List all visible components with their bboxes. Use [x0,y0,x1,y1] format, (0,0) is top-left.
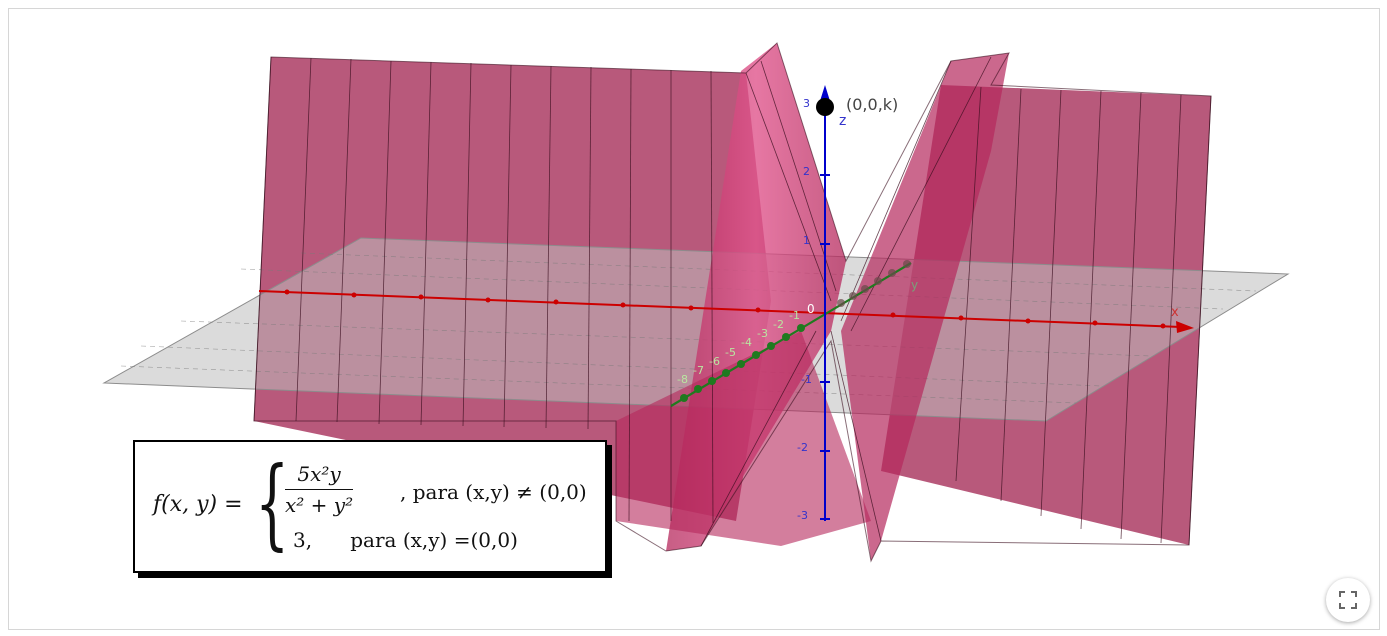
formula-case2-value: 3, [293,528,312,552]
svg-text:-1: -1 [801,373,812,386]
formula-case2-condition: para (x,y) =(0,0) [350,528,518,552]
y-axis-label: y [911,278,918,292]
formula-fraction: 5x²y x² + y² [285,462,353,517]
svg-text:-7: -7 [693,364,704,377]
svg-text:-1: -1 [789,309,800,322]
svg-text:-3: -3 [757,327,768,340]
point-0-0-k[interactable] [816,98,834,116]
graphing-viewer[interactable]: x -1 -2 -3 -4 -5 -6 -7 -8 y [8,8,1380,630]
point-label: (0,0,k) [846,95,898,114]
x-axis-label: x [1171,305,1179,320]
fullscreen-icon [1339,591,1357,609]
svg-text:-3: -3 [797,509,808,522]
z-axis-label: z [839,113,846,129]
formula-denominator: x² + y² [285,490,353,517]
svg-text:1: 1 [803,234,810,247]
origin-label: 0 [807,302,815,316]
svg-text:-2: -2 [797,441,808,454]
svg-text:-5: -5 [725,346,736,359]
svg-text:3: 3 [803,97,810,110]
svg-text:2: 2 [803,165,810,178]
svg-text:-6: -6 [709,355,720,368]
formula-lhs: f(x, y) = [153,492,243,517]
formula-numerator: 5x²y [285,462,353,490]
svg-text:-2: -2 [773,318,784,331]
formula-case1-condition: , para (x,y) ≠ (0,0) [400,480,587,504]
formula-case2: 3, para (x,y) =(0,0) [293,528,518,552]
svg-text:-4: -4 [741,336,752,349]
fullscreen-button[interactable] [1326,578,1370,622]
svg-text:-8: -8 [677,373,688,386]
formula-box: f(x, y) = { 5x²y x² + y² , para (x,y) ≠ … [133,440,607,573]
